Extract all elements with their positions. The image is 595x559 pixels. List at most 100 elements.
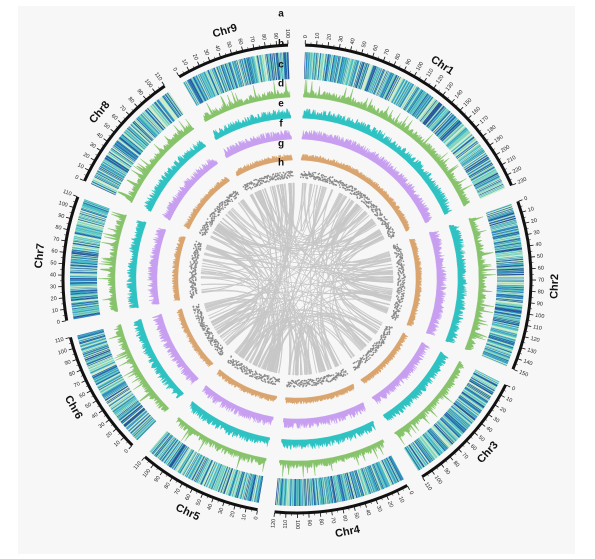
chr4-tick-label-10: 10 (397, 496, 405, 504)
chr4-scatter-point (313, 384, 315, 386)
chr8-heatmap-bin (149, 105, 168, 128)
chr4-heatmap-bin (305, 478, 308, 506)
chr7-scatter-point (194, 256, 197, 258)
chr4-scatter-point (299, 383, 302, 386)
chr3-tick-label-100: 100 (433, 475, 443, 486)
chr4-scatter-point (302, 385, 304, 388)
chr5-heatmap-bin (201, 460, 214, 486)
chr9-scatter-point (281, 175, 284, 177)
chr8-heatmap-bin (121, 134, 144, 152)
chr5-heatmap-bin (212, 464, 224, 491)
chr6-heatmap-bin (86, 353, 112, 365)
chr8-heatmap-bin (95, 173, 121, 187)
chr9-track-f-histogram (235, 153, 293, 177)
chr4-heatmap-bin (333, 475, 339, 503)
chr2-heatmap-bin (492, 231, 520, 238)
chr1-tick-30 (339, 43, 341, 48)
chr6-heatmap-bin (126, 411, 148, 430)
chr4-heatmap-bin (371, 464, 383, 490)
chr2-heatmap-bin (484, 346, 511, 357)
chr8-heatmap-bin (147, 107, 167, 129)
chr5-minor-tick (185, 486, 188, 489)
chr4-heatmap-bin (372, 463, 384, 490)
chr1-tick-140 (451, 98, 455, 103)
chr7-heatmap-bin (74, 233, 102, 240)
chr4-heatmap-bin (390, 455, 404, 480)
chr2-scatter-point (394, 303, 396, 306)
chr1-heatmap-bin (426, 105, 445, 128)
chr1-heatmap-bin (331, 55, 337, 83)
chr2-scatter-point (395, 308, 398, 310)
chr1-heatmap-bin (470, 166, 495, 181)
chr2-scatter-point (403, 279, 406, 281)
chr3-heatmap-bin (443, 414, 465, 434)
chr8-heatmap-bin (141, 112, 161, 134)
chr3-scatter-point (388, 333, 391, 336)
chr3-heatmap-bin (424, 432, 442, 455)
chr1-heatmap-bin (405, 88, 421, 112)
chr5-tick-50 (200, 493, 203, 498)
chr7-heatmap-bin (81, 206, 108, 216)
chr3-scatter-point (368, 358, 370, 361)
chr3-heatmap-bin (463, 388, 487, 405)
chr6-heatmap-bin (82, 344, 109, 355)
chr1-scatter-point (361, 192, 363, 195)
chr5-heatmap-bin (165, 442, 183, 465)
chr7-heatmap-bin (70, 266, 98, 269)
chr5-heatmap-bin (213, 465, 225, 491)
chr1-heatmap-bin (474, 173, 499, 188)
chr5-tick-label-0: 0 (253, 516, 259, 520)
chr8-heatmap-bin (167, 92, 184, 115)
chr7-tick-label-40: 40 (50, 272, 56, 278)
chr7-scatter-point (192, 267, 195, 270)
chr3-heatmap-bin (460, 392, 484, 410)
chr1-heatmap-bin (440, 120, 461, 141)
chr1-heatmap-bin (382, 73, 395, 99)
chr8-scatter-point (213, 217, 216, 220)
chr3-heatmap-bin (421, 435, 439, 457)
chr9-tick-70 (252, 44, 255, 49)
chr8-minor-tick (131, 108, 134, 111)
chr8-heatmap-bin (101, 162, 126, 178)
chr2-scatter-point (393, 247, 396, 250)
chr8-scatter-point (237, 193, 240, 196)
chr5-tick-label-20: 20 (229, 511, 236, 518)
chr8-heatmap-bin (112, 146, 135, 163)
chr1-heatmap-bin (327, 54, 332, 82)
chr9-heatmap-bin (260, 54, 266, 82)
chr2-heatmap-bin (487, 208, 513, 218)
chr2-scatter-point (395, 248, 398, 251)
chr2-heatmap-bin (496, 293, 524, 297)
chr2-heatmap-bin (485, 346, 511, 357)
chr3-scatter-point (376, 347, 379, 349)
chr2-scatter-point (396, 262, 398, 264)
chr6-heatmap-bin (95, 370, 120, 384)
chr2-heatmap-bin (495, 304, 523, 310)
chr2-heatmap-bin (484, 347, 511, 358)
chr4-heatmap-bin (300, 478, 302, 506)
chr8-scatter-point (205, 221, 208, 224)
chr4-heatmap-bin (310, 478, 314, 506)
chr5-scatter-point (257, 377, 260, 380)
chr1-heatmap-bin (468, 162, 493, 177)
chr1-heatmap-bin (409, 91, 426, 115)
chr5-heatmap-bin (233, 471, 242, 498)
chr7-heatmap-bin (72, 306, 99, 311)
chr7-heatmap-bin (74, 231, 102, 238)
chr3-heatmap-bin (466, 384, 490, 400)
chr7-heatmap-bin (75, 227, 103, 235)
chr2-scatter-point (399, 284, 402, 286)
chr5-heatmap-bin (199, 459, 212, 485)
chr4-tick-label-50: 50 (352, 512, 359, 519)
chr3-scatter-point (386, 333, 389, 336)
chr1-scatter-point (322, 174, 325, 177)
chr3-heatmap-bin (412, 441, 430, 464)
chr2-heatmap-bin (493, 237, 521, 244)
chr1-heatmap-bin (473, 171, 498, 185)
chr3-heatmap-bin (416, 439, 434, 462)
chr3-heatmap-bin (468, 381, 492, 397)
chr5-tick-label-110: 110 (133, 461, 143, 472)
chr5-scatter-point (236, 364, 238, 367)
chr6-heatmap-bin (88, 358, 114, 371)
chr8-scatter-point (199, 231, 201, 234)
